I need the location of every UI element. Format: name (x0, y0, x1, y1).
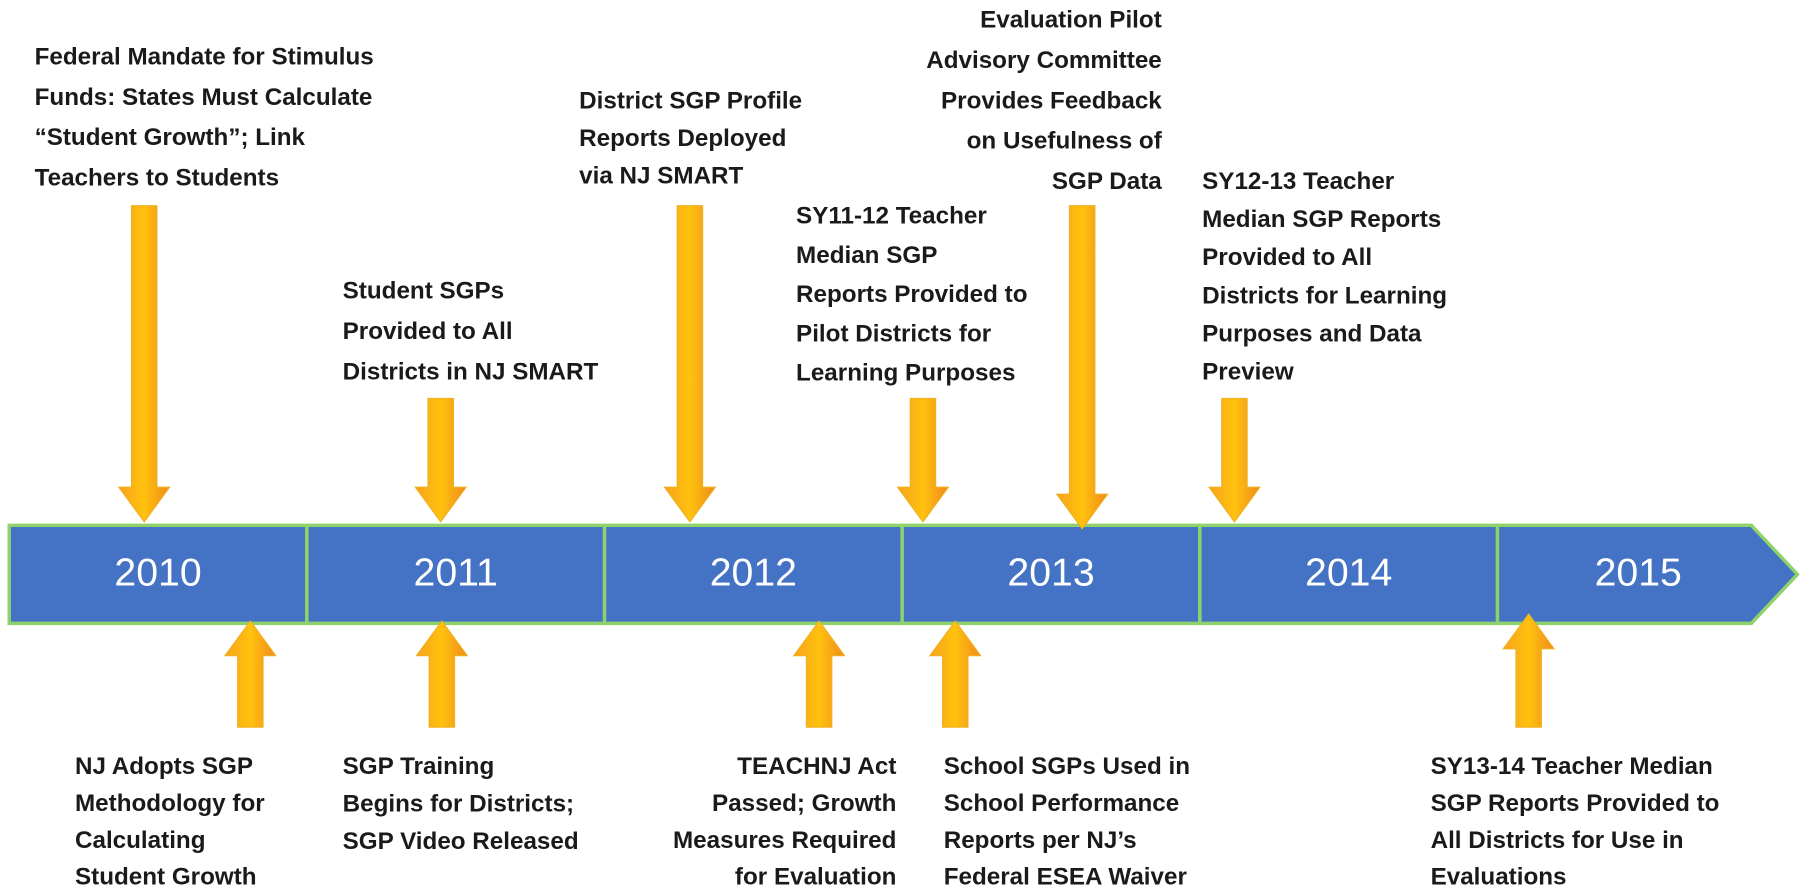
event-text: Districts in NJ SMART (343, 358, 599, 385)
event-text: Pilot Districts for (796, 320, 992, 347)
event-text: Federal Mandate for Stimulus (35, 43, 374, 70)
event-arrow (414, 397, 468, 523)
event-text: SGP Reports Provided to (1431, 790, 1720, 817)
event-text: Calculating (75, 827, 206, 854)
event-text: Purposes and Data (1202, 320, 1422, 347)
event-text: Teachers to Students (35, 165, 279, 192)
event-text: Advisory Committee (926, 47, 1162, 74)
event-arrow (1055, 205, 1109, 530)
event-text: via NJ SMART (579, 162, 743, 189)
event-arrow (223, 620, 277, 728)
event-arrow (792, 620, 846, 728)
event-text: SGP Video Released (343, 828, 579, 855)
event-text: Provided to All (1202, 244, 1372, 271)
year-label: 2012 (710, 550, 797, 594)
event-text: SY13-14 Teacher Median (1431, 753, 1713, 780)
event-text: Reports Deployed (579, 125, 786, 152)
year-label: 2014 (1305, 550, 1392, 594)
event-text: Learning Purposes (796, 360, 1015, 387)
event-text: Methodology for (75, 790, 265, 817)
year-label: 2015 (1595, 550, 1682, 594)
event-text: Federal ESEA Waiver (944, 864, 1188, 891)
event-text: Funds: States Must Calculate (35, 84, 373, 111)
event-text: Evaluations (1431, 864, 1567, 891)
event-text: Provided to All (343, 318, 513, 345)
event-text: NJ Adopts SGP (75, 753, 253, 780)
event-text: All Districts for Use in (1431, 827, 1684, 854)
event-text: Student Growth (75, 864, 257, 891)
event-text: District SGP Profile (579, 87, 802, 114)
year-label: 2013 (1007, 550, 1094, 594)
event-text: Reports per NJ’s (944, 827, 1137, 854)
event-text: Evaluation Pilot (980, 7, 1162, 34)
event-text: School SGPs Used in (944, 753, 1190, 780)
event-text: School Performance (944, 790, 1180, 817)
event-text: for Evaluation (735, 864, 896, 891)
event-arrow (415, 620, 469, 728)
event-text: Reports Provided to (796, 281, 1027, 308)
event-arrow (1502, 613, 1556, 728)
event-arrow (1207, 397, 1261, 523)
event-arrow (896, 397, 950, 523)
event-text: SGP Training (343, 753, 495, 780)
event-text: TEACHNJ Act (737, 753, 896, 780)
event-arrow (928, 620, 982, 728)
event-text: Begins for Districts; (343, 790, 574, 817)
timeline-segment (1495, 523, 1800, 626)
event-text: Measures Required (673, 827, 896, 854)
event-text: “Student Growth”; Link (35, 124, 306, 151)
event-text: Student SGPs (343, 278, 504, 305)
year-label: 2010 (114, 550, 201, 594)
event-text: Provides Feedback (941, 87, 1162, 114)
event-text: Districts for Learning (1202, 282, 1447, 309)
event-text: Median SGP Reports (1202, 206, 1441, 233)
event-text: SY12-13 Teacher (1202, 168, 1395, 195)
event-arrow (117, 205, 171, 523)
event-text: Preview (1202, 358, 1294, 385)
event-text: SGP Data (1052, 168, 1162, 195)
event-text: Median SGP (796, 242, 937, 269)
year-label: 2011 (414, 550, 498, 594)
event-text: SY11-12 Teacher (796, 203, 987, 230)
event-text: Passed; Growth (712, 790, 896, 817)
event-text: on Usefulness of (967, 128, 1163, 155)
event-arrow (663, 205, 717, 523)
